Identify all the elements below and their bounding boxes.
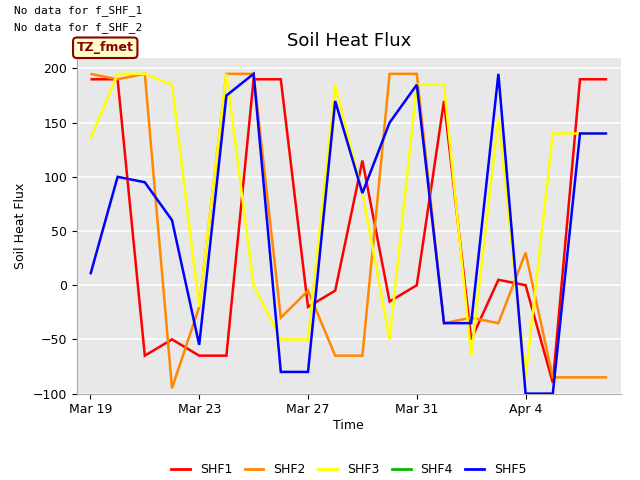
Title: Soil Heat Flux: Soil Heat Flux <box>287 33 411 50</box>
Legend: SHF1, SHF2, SHF3, SHF4, SHF5: SHF1, SHF2, SHF3, SHF4, SHF5 <box>166 458 532 480</box>
Text: No data for f_SHF_1: No data for f_SHF_1 <box>14 5 143 16</box>
Y-axis label: Soil Heat Flux: Soil Heat Flux <box>14 182 27 269</box>
Text: TZ_fmet: TZ_fmet <box>77 41 134 54</box>
X-axis label: Time: Time <box>333 419 364 432</box>
Text: No data for f_SHF_2: No data for f_SHF_2 <box>14 22 143 33</box>
